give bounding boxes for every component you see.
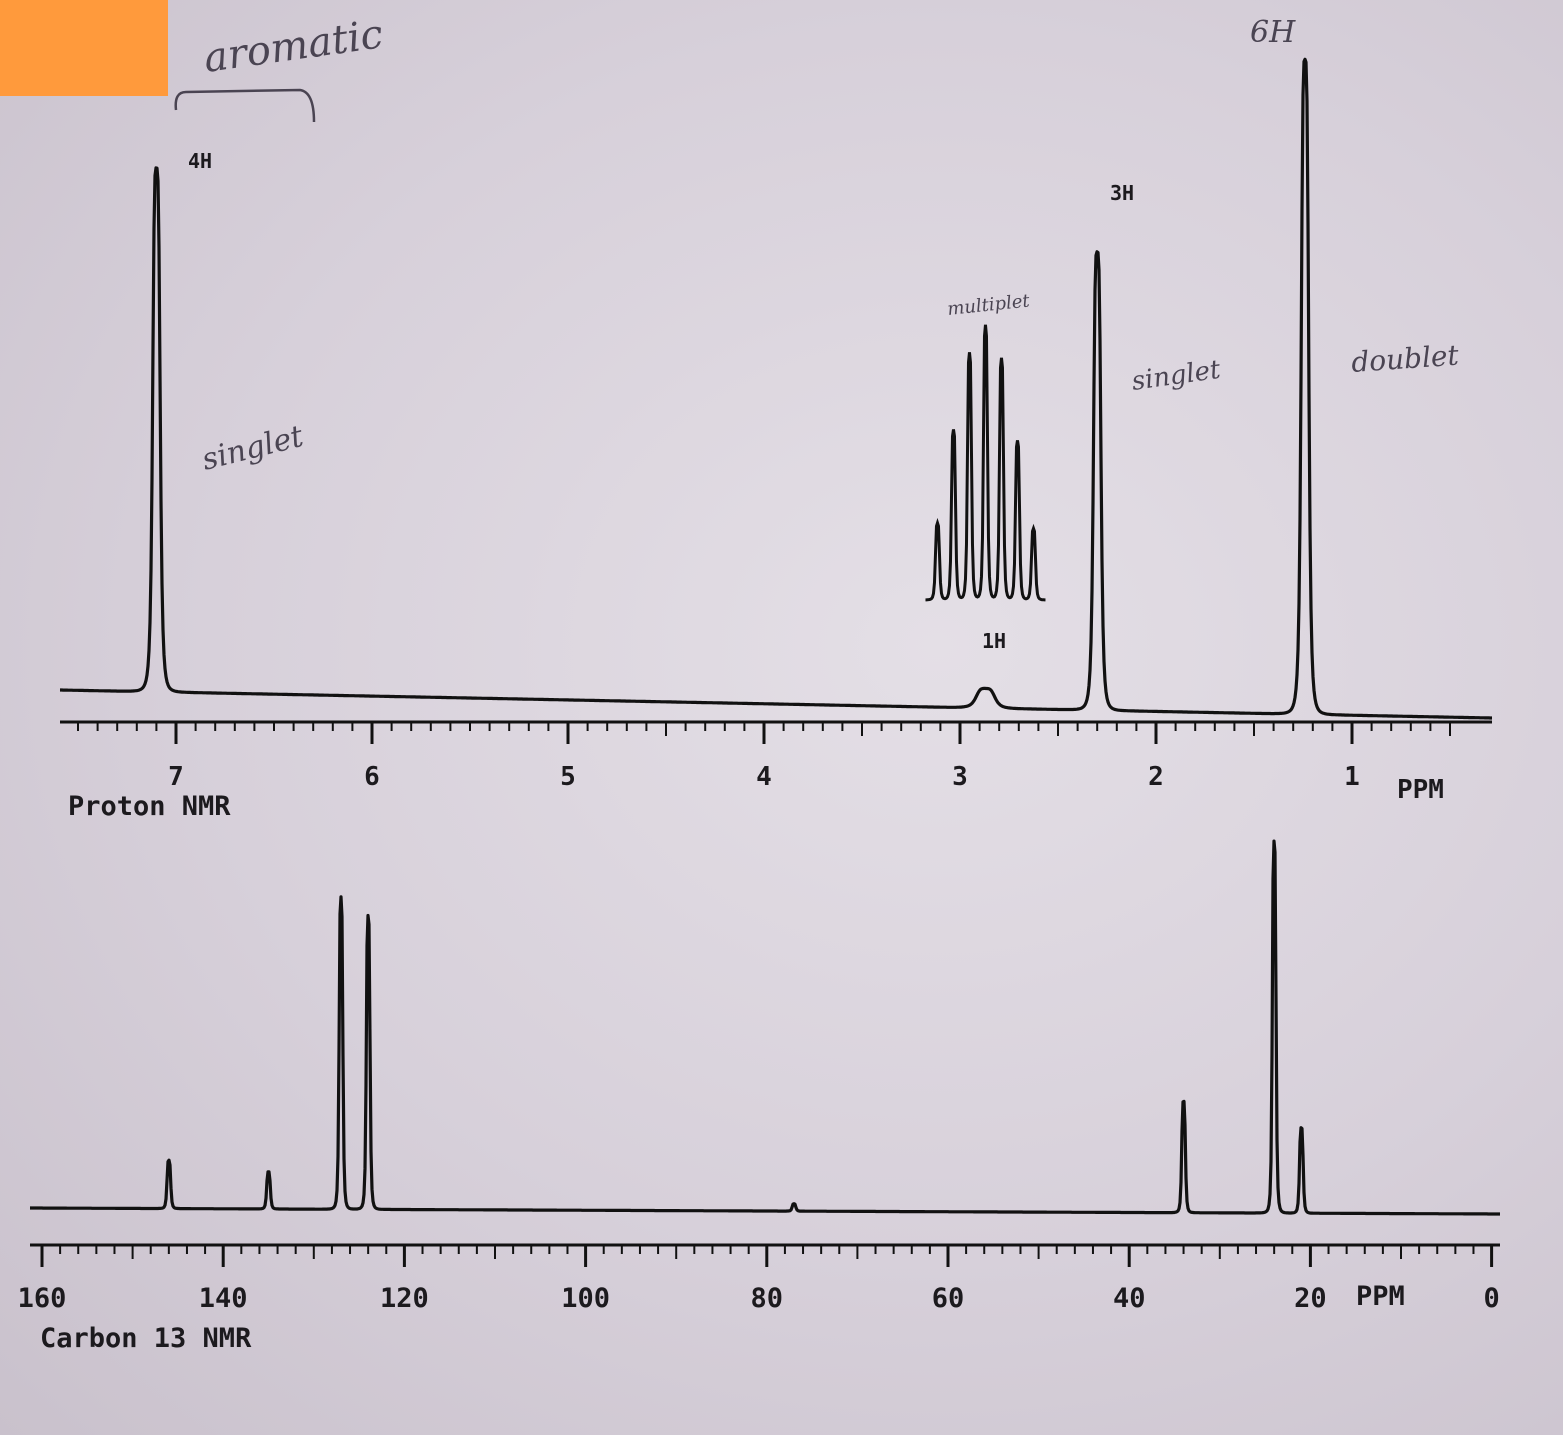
proton-tick-label: 7 xyxy=(168,762,184,792)
peak-label-4h: 4H xyxy=(188,149,212,173)
note-multiplet: multiplet xyxy=(946,290,1031,320)
peak-label-3h: 3H xyxy=(1110,181,1134,205)
carbon-axis-ticks: 160 140 120 100 80 60 40 20 0 xyxy=(18,1245,1500,1314)
carbon-tick-label: 40 xyxy=(1113,1283,1146,1314)
proton-spectrum-trace xyxy=(59,57,1493,720)
sticky-note xyxy=(0,0,168,96)
note-singlet-aromatic: singlet xyxy=(198,419,307,478)
proton-chart-label: Proton NMR xyxy=(68,791,231,822)
carbon-spectrum-trace xyxy=(29,839,1501,1216)
carbon-tick-label: 100 xyxy=(561,1283,610,1314)
carbon-tick-label: 160 xyxy=(18,1283,67,1314)
peak-label-1h: 1H xyxy=(982,629,1006,653)
proton-unit-label: PPM xyxy=(1397,775,1444,805)
aromatic-bracket xyxy=(174,88,316,123)
carbon-chart-label: Carbon 13 NMR xyxy=(40,1323,252,1354)
carbon-tick-label: 140 xyxy=(199,1283,248,1314)
carbon-tick-label: 20 xyxy=(1294,1283,1327,1314)
multiplet-inset xyxy=(925,324,1046,602)
carbon-tick-label: 80 xyxy=(751,1283,784,1314)
proton-tick-label: 3 xyxy=(952,762,968,792)
multiplet-inset-trace xyxy=(925,324,1046,602)
note-6h: 6H xyxy=(1250,15,1296,50)
carbon-nmr-chart: 160 140 120 100 80 60 40 20 0 PPM Carbon 13 NMR xyxy=(18,839,1501,1354)
proton-tick-label: 4 xyxy=(756,762,772,792)
proton-tick-label: 1 xyxy=(1344,762,1360,792)
carbon-tick-label: 60 xyxy=(932,1283,965,1314)
carbon-unit-label: PPM xyxy=(1356,1281,1405,1312)
proton-axis-ticks: 7 6 5 4 3 2 1 xyxy=(77,722,1451,792)
proton-nmr-chart: 7 6 5 4 3 2 1 PPM Proton NMR 4H 3H 1H aromatic… xyxy=(59,11,1493,822)
proton-tick-label: 6 xyxy=(364,762,380,792)
proton-tick-label: 2 xyxy=(1148,762,1164,792)
carbon-tick-label: 0 xyxy=(1483,1283,1499,1314)
note-doublet: doublet xyxy=(1350,339,1460,379)
note-singlet-methyl: singlet xyxy=(1130,355,1223,397)
carbon-tick-label: 120 xyxy=(380,1283,429,1314)
proton-tick-label: 5 xyxy=(560,762,576,792)
note-aromatic: aromatic xyxy=(201,11,386,82)
